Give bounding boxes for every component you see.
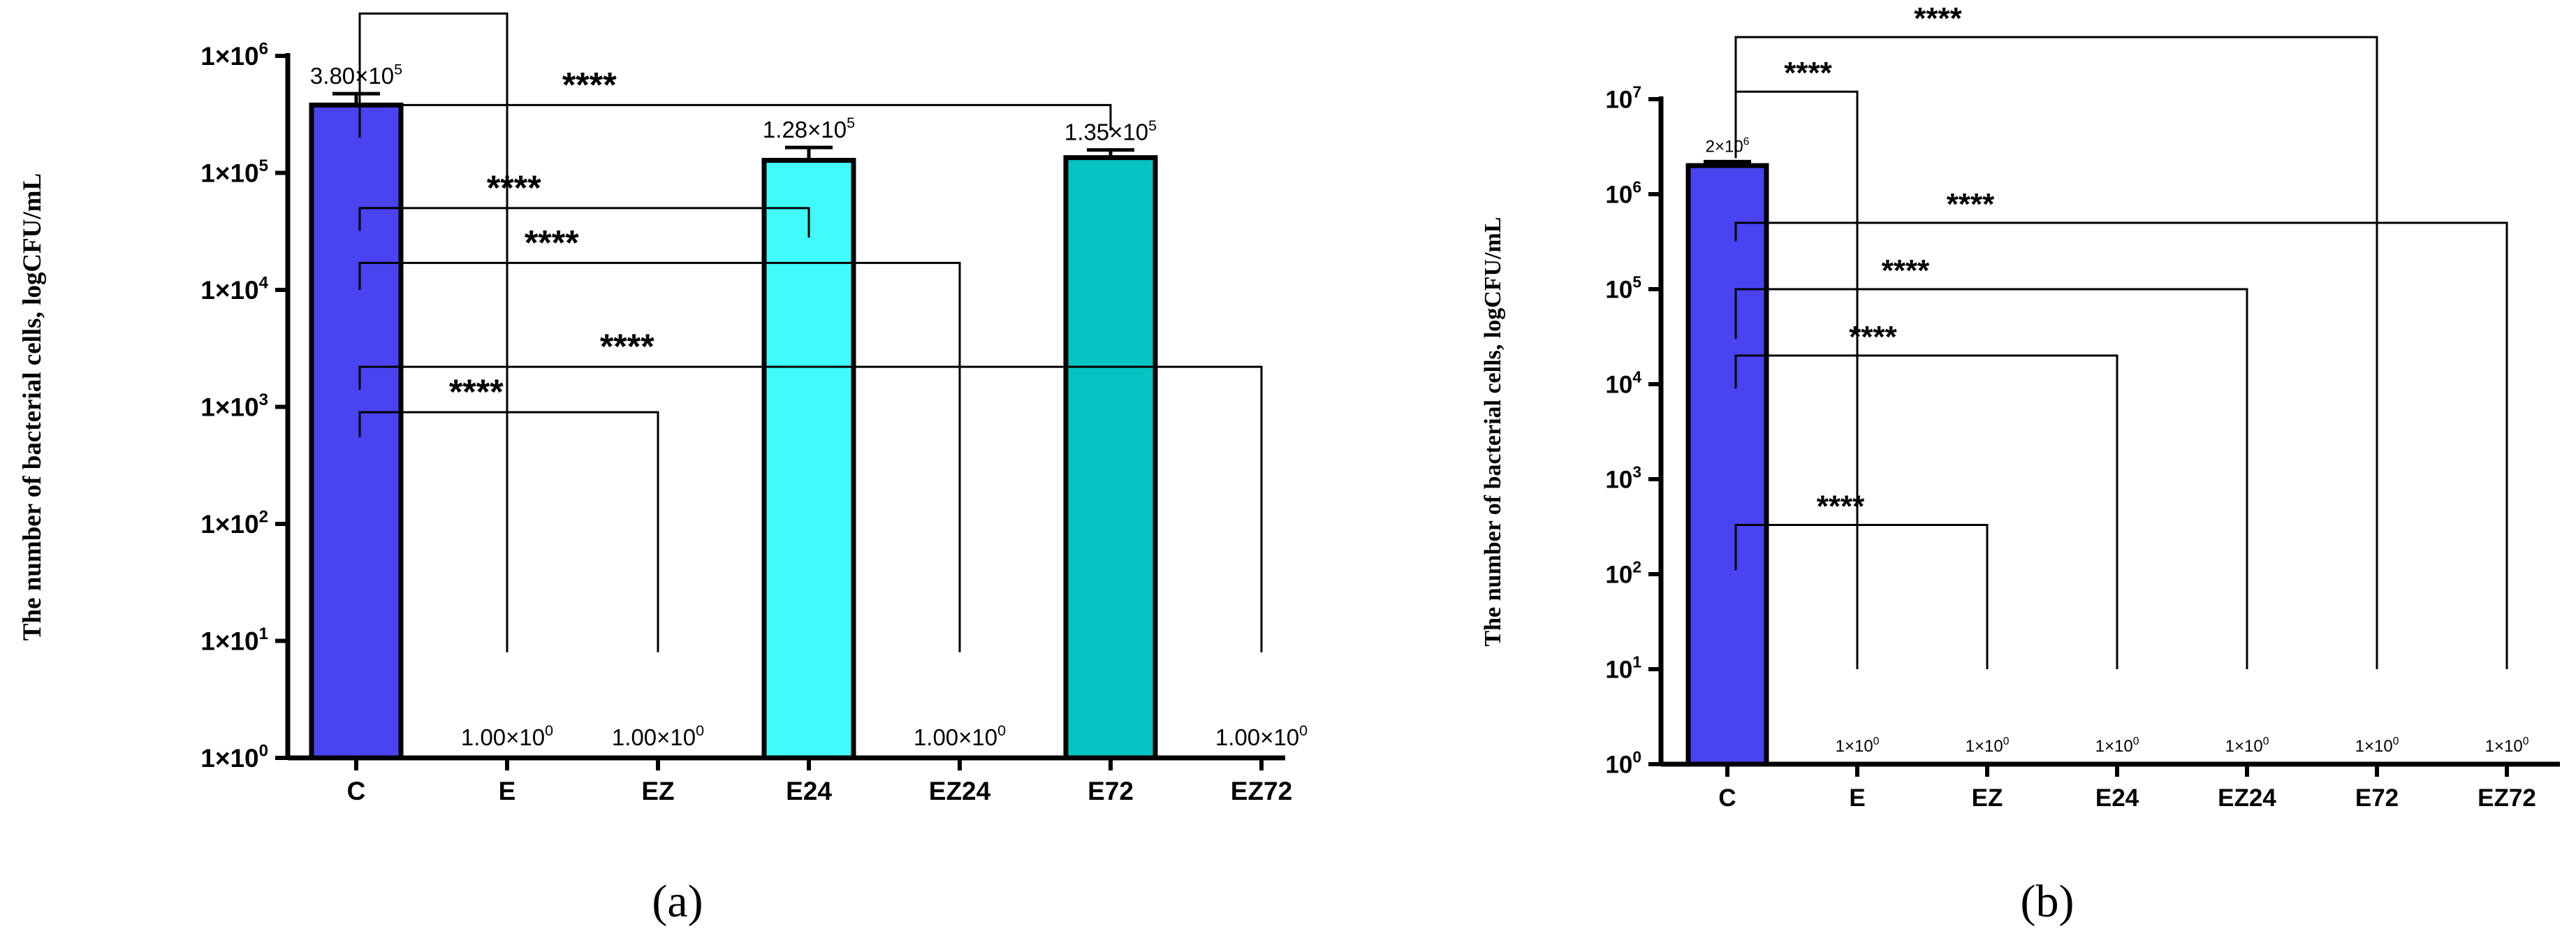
y-tick-label: 100 — [1605, 748, 1641, 779]
panel-label: (b) — [2021, 876, 2074, 927]
x-tick-label-EZ72: EZ72 — [1231, 777, 1292, 805]
significance-label-C-EZ72: **** — [1947, 187, 1995, 221]
x-tick-label-EZ: EZ — [641, 777, 674, 805]
significance-bracket-C-EZ — [1734, 523, 1989, 669]
chart-panel-b: **** **** **** **** **** **** 2×106 1×100 1×100 1… — [1480, 1, 2560, 927]
data-label-E24: 1×100 — [2095, 736, 2139, 756]
x-tick-label-C: C — [1718, 784, 1736, 812]
x-tick-label-EZ: EZ — [1972, 784, 2003, 812]
significance-label-C-E72: **** — [1914, 1, 1962, 36]
data-label-EZ24: 1×100 — [2225, 736, 2269, 756]
y-tick-label: 1×103 — [200, 390, 268, 422]
significance-bracket-C-EZ — [358, 411, 659, 652]
significance-bracket-C-EZ72 — [358, 365, 1263, 652]
chart-panel-a: **** **** **** **** **** **** 3.80×105 1.00×100… — [18, 0, 1308, 927]
data-label-E72: 1×100 — [2355, 736, 2399, 756]
significance-bracket-C-E72 — [358, 103, 1112, 131]
y-tick-label: 1×105 — [200, 156, 268, 188]
data-label-EZ: 1×100 — [1966, 736, 2010, 756]
significance-bracket-C-EZ72 — [1734, 221, 2508, 669]
y-tick-label: 102 — [1605, 558, 1641, 589]
x-tick-label-E: E — [1849, 784, 1865, 812]
error-bar-C — [1704, 159, 1751, 166]
significance-bracket-C-E24 — [358, 207, 810, 238]
y-axis-label: The number of bacterial cells, logCFU/mL — [1480, 217, 1506, 646]
significance-bracket-C-E72 — [1734, 36, 2378, 669]
data-label-E72: 1.35×105 — [1064, 117, 1157, 145]
significance-label-C-E72: **** — [562, 65, 617, 104]
y-tick-label: 1×102 — [200, 507, 268, 539]
y-axis-label: The number of bacterial cells, logCFU/mL — [18, 173, 47, 641]
x-tick-label-E24: E24 — [786, 777, 832, 805]
error-bar-C — [332, 92, 380, 105]
y-tick-label: 1×106 — [200, 39, 268, 71]
y-tick-label: 1×101 — [200, 624, 268, 656]
bar-C — [1685, 163, 1769, 767]
significance-label-C-E24: **** — [1849, 320, 1897, 354]
bar-C — [309, 102, 404, 761]
data-label-C: 3.80×105 — [310, 61, 402, 89]
x-tick-label-EZ24: EZ24 — [2218, 784, 2276, 812]
y-tick-label: 101 — [1605, 653, 1641, 684]
y-tick-label: 107 — [1605, 83, 1641, 114]
significance-label-C-E24: **** — [487, 168, 541, 207]
data-label-EZ72: 1×100 — [2485, 736, 2529, 756]
data-label-C: 2×106 — [1706, 136, 1750, 156]
x-tick-label-EZ24: EZ24 — [929, 777, 991, 805]
significance-label-C-EZ72: **** — [600, 327, 654, 366]
x-tick-label-E72: E72 — [2355, 784, 2399, 812]
x-tick-label-E24: E24 — [2095, 784, 2139, 812]
significance-bracket-C-E — [358, 12, 508, 652]
x-tick-label-E: E — [499, 777, 516, 805]
data-label-E: 1×100 — [1836, 736, 1880, 756]
significance-label-C-EZ24: **** — [1882, 254, 1930, 288]
panel-label: (a) — [652, 876, 703, 927]
error-bar-E72 — [1087, 148, 1134, 158]
data-label-E: 1.00×100 — [461, 722, 553, 750]
x-tick-label-C: C — [347, 777, 366, 805]
y-tick-label: 106 — [1605, 178, 1641, 209]
data-label-EZ72: 1.00×100 — [1215, 722, 1308, 750]
data-label-E24: 1.28×105 — [763, 115, 855, 142]
y-tick-label: 105 — [1605, 273, 1641, 304]
y-tick-label: 1×100 — [200, 741, 268, 773]
bar-E24 — [761, 158, 856, 761]
x-tick-label-E72: E72 — [1088, 777, 1134, 805]
significance-label-C-E: **** — [448, 0, 503, 13]
significance-label-C-EZ24: **** — [525, 223, 579, 262]
significance-label-C-EZ: **** — [1817, 489, 1865, 523]
significance-bracket-C-E — [1734, 90, 1859, 669]
y-tick-label: 1×104 — [200, 273, 268, 305]
significance-bracket-C-EZ24 — [358, 261, 961, 652]
significance-bracket-C-EZ24 — [1734, 288, 2248, 669]
significance-bracket-C-E24 — [1734, 354, 2118, 669]
bar-E72 — [1063, 155, 1158, 761]
data-label-EZ24: 1.00×100 — [914, 722, 1006, 750]
error-bar-E24 — [785, 145, 833, 161]
data-label-EZ: 1.00×100 — [612, 722, 704, 750]
y-tick-label: 104 — [1605, 368, 1641, 399]
x-tick-label-EZ72: EZ72 — [2478, 784, 2536, 812]
significance-label-C-E: **** — [1784, 56, 1832, 90]
significance-label-C-EZ: **** — [449, 372, 504, 411]
y-tick-label: 103 — [1605, 463, 1641, 494]
